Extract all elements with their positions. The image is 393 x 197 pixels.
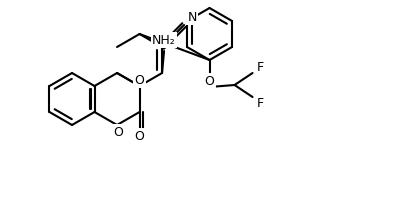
Text: F: F — [257, 60, 264, 73]
Text: N: N — [187, 10, 197, 23]
Text: O: O — [135, 130, 145, 143]
Text: O: O — [205, 74, 215, 87]
Text: O: O — [113, 125, 123, 138]
Text: F: F — [257, 97, 264, 110]
Text: O: O — [135, 73, 145, 86]
Text: NH₂: NH₂ — [152, 33, 176, 46]
